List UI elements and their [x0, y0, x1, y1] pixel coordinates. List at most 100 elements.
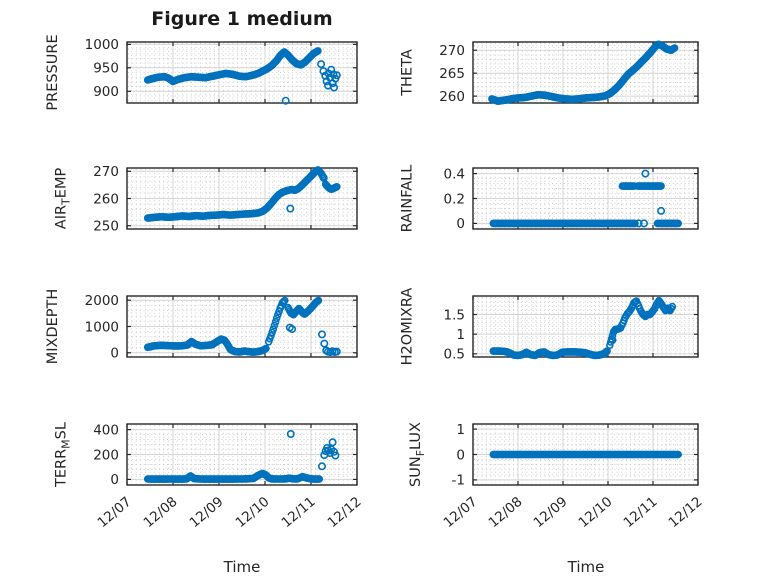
- outlier-point-marker: [332, 347, 341, 356]
- y-tick-label: -1: [452, 473, 465, 489]
- data-point-marker: [279, 297, 288, 306]
- terr-msl-ytick-labels: 0 200 400: [93, 422, 119, 488]
- outlier-point-marker: [319, 173, 328, 182]
- sun-flux-tick-marks: [472, 424, 699, 485]
- outlier-point-marker: [331, 451, 340, 460]
- y-tick-label: 950: [93, 61, 119, 77]
- pressure-ylabel: PRESSURE: [45, 34, 61, 110]
- data-point-marker: [657, 182, 665, 190]
- y-tick-label: 1.5: [444, 307, 465, 323]
- y-tick-label: 260: [439, 89, 465, 105]
- outlier-point-marker: [608, 336, 617, 345]
- mixdepth-minor-grid: [128, 297, 356, 356]
- x-tick-label: 12/08: [485, 494, 525, 531]
- subplot-rainfall: 0 0.2 0.4 RAINFALL: [400, 165, 699, 233]
- outlier-point-marker: [329, 70, 338, 79]
- h2omixra-ytick-labels: 0.5 1 1.5: [444, 307, 465, 362]
- subplot-air-temp: 250 260 270 AIRTEMP: [54, 164, 358, 235]
- data-point-marker: [314, 296, 323, 305]
- outlier-point-marker: [634, 219, 643, 228]
- x-tick-label: 12/09: [186, 494, 226, 531]
- y-tick-label: 400: [93, 422, 119, 438]
- theta-axes-box: [472, 41, 699, 104]
- terr-msl-ylabel: TERRMSL: [54, 422, 73, 488]
- pressure-series: [143, 47, 341, 105]
- mixdepth-tick-marks: [126, 296, 358, 357]
- y-tick-label: 0: [456, 447, 465, 463]
- data-point-marker: [315, 475, 324, 483]
- data-point-marker: [272, 314, 281, 323]
- y-tick-label: 1000: [85, 37, 119, 53]
- terr-msl-minor-grid: [128, 425, 356, 484]
- rainfall-ytick-labels: 0 0.2 0.4: [444, 166, 465, 232]
- x-tick-label: 12/12: [665, 494, 705, 531]
- outlier-point-marker: [281, 96, 290, 105]
- outlier-point-marker: [286, 429, 295, 438]
- outlier-point-marker: [317, 60, 326, 69]
- y-tick-label: 2000: [85, 293, 119, 309]
- subplot-theta: 260 265 270 THETA: [400, 40, 699, 105]
- y-tick-label: 0: [456, 216, 465, 232]
- outlier-point-marker: [329, 83, 338, 92]
- x-tick-label: 12/07: [94, 494, 134, 531]
- data-point-marker: [674, 450, 683, 459]
- data-point-marker: [603, 347, 611, 355]
- sun-flux-series: [489, 450, 683, 459]
- data-point-marker: [262, 344, 270, 353]
- pressure-axes-box: [126, 41, 358, 104]
- air-temp-series: [143, 166, 341, 222]
- rainfall-series: [489, 169, 683, 228]
- theta-series: [488, 40, 679, 105]
- pressure-ytick-labels: 900 950 1000: [85, 37, 119, 100]
- mixdepth-ytick-labels: 0 1000 2000: [85, 293, 119, 362]
- h2omixra-ylabel: H2OMIXRA: [400, 288, 416, 366]
- y-tick-label: 260: [93, 191, 119, 207]
- outlier-point-marker: [329, 447, 338, 456]
- rainfall-ylabel: RAINFALL: [400, 165, 416, 233]
- y-tick-label: 0.5: [444, 347, 465, 363]
- data-point-marker: [314, 47, 322, 55]
- pressure-minor-grid: [128, 43, 356, 102]
- terr-msl-series: [143, 429, 340, 483]
- subplot-h2omixra: 0.5 1 1.5 H2OMIXRA: [400, 288, 699, 366]
- y-tick-label: 0.4: [444, 166, 465, 182]
- outlier-point-marker: [657, 206, 666, 215]
- y-tick-label: 900: [93, 84, 119, 100]
- pressure-tick-marks: [126, 42, 358, 103]
- air-temp-tick-marks: [126, 168, 358, 229]
- data-point-marker: [267, 331, 275, 340]
- theta-ylabel: THETA: [400, 49, 416, 97]
- y-tick-label: 265: [439, 66, 465, 82]
- data-point-marker: [269, 325, 278, 333]
- sun-flux-xtick-labels: 12/07 12/08 12/09 12/10 12/11 12/12: [440, 494, 705, 531]
- air-temp-ytick-labels: 250 260 270: [93, 164, 119, 234]
- data-point-marker: [271, 317, 280, 326]
- time-axis-label-right: Time: [567, 558, 605, 576]
- y-tick-label: 0.2: [444, 191, 465, 207]
- air-temp-ylabel: AIRTEMP: [54, 168, 73, 230]
- y-tick-label: 1000: [85, 319, 119, 335]
- x-tick-label: 12/11: [278, 494, 318, 531]
- data-point-marker: [280, 296, 289, 305]
- data-point-marker: [670, 44, 679, 52]
- outlier-point-marker: [320, 339, 329, 348]
- outlier-point-marker: [641, 169, 650, 178]
- x-tick-label: 12/08: [140, 494, 180, 531]
- data-point-marker: [332, 183, 341, 191]
- h2omixra-series: [489, 296, 677, 360]
- data-point-marker: [674, 219, 683, 228]
- x-tick-label: 12/10: [575, 494, 615, 531]
- theta-minor-grid: [474, 43, 697, 102]
- y-tick-label: 1: [456, 422, 465, 438]
- sun-flux-ytick-labels: -1 0 1: [452, 422, 465, 489]
- pressure-major-grid: [127, 42, 357, 103]
- theta-ytick-labels: 260 265 270: [439, 43, 465, 105]
- x-tick-label: 12/12: [324, 494, 364, 531]
- terr-msl-xtick-labels: 12/07 12/08 12/09 12/10 12/11 12/12: [94, 494, 364, 531]
- y-tick-label: 270: [439, 43, 465, 59]
- x-tick-label: 12/07: [440, 494, 480, 531]
- data-point-marker: [274, 310, 282, 319]
- outlier-point-marker: [286, 204, 295, 213]
